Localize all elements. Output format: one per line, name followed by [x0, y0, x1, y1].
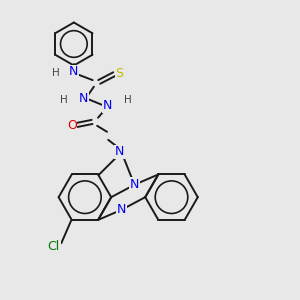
Text: N: N	[117, 203, 126, 216]
Text: H: H	[52, 68, 60, 78]
Text: N: N	[115, 145, 124, 158]
Text: H: H	[59, 95, 67, 105]
Text: N: N	[79, 92, 88, 105]
Text: N: N	[103, 99, 112, 112]
Text: H: H	[124, 95, 131, 105]
Text: N: N	[130, 178, 140, 191]
Text: O: O	[67, 119, 77, 132]
Text: Cl: Cl	[48, 240, 60, 253]
Text: N: N	[69, 65, 79, 78]
Text: S: S	[116, 67, 124, 80]
